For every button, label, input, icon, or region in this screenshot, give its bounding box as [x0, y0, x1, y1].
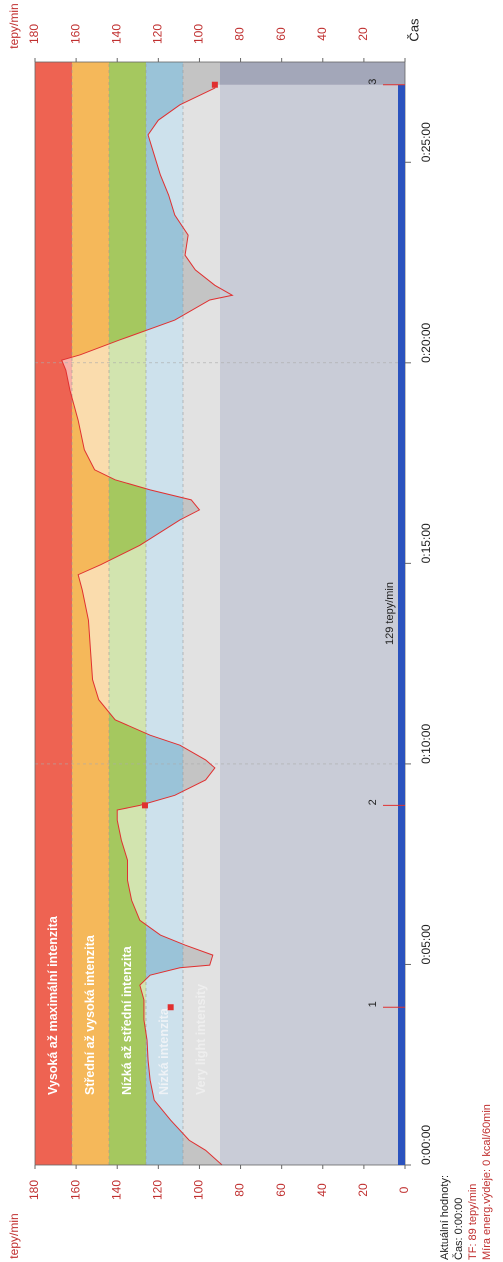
lap-label: 2: [367, 799, 379, 805]
lap-label: 3: [367, 79, 379, 85]
lap-label: 1: [367, 1001, 379, 1007]
y-tick-label: 40: [315, 27, 329, 41]
legend-text: TF: 89 tepy/min: [467, 1184, 479, 1260]
y-axis-label: tepy/min: [7, 3, 21, 48]
y-tick-label: 80: [233, 27, 247, 41]
area: [61, 84, 220, 1165]
x-tick-label: 0:20:00: [419, 322, 433, 362]
lap-marker: [211, 81, 218, 88]
y-tick-label: 140: [109, 24, 123, 44]
y-tick-label: 80: [233, 1183, 247, 1197]
y-tick-label: 60: [274, 1183, 288, 1197]
y-tick-label: 180: [27, 1180, 41, 1200]
time-bar: [398, 84, 405, 1165]
zone-name: Nízká až střední intenzita: [120, 945, 134, 1095]
y-axis-label: tepy/min: [7, 1213, 21, 1258]
zone-name: Střední až vysoká intenzita: [83, 934, 97, 1095]
hr-line: [61, 84, 234, 1166]
after-end-band: [220, 62, 405, 85]
average-label: 129 tepy/min: [384, 582, 396, 645]
zone-name: Vysoká až maximální intenzita: [46, 915, 60, 1095]
x-tick-label: 0:10:00: [419, 724, 433, 764]
y-tick-label: 180: [27, 24, 41, 44]
x-tick-label: 0:25:00: [419, 122, 433, 162]
y-tick-label: 160: [68, 1180, 82, 1200]
x-tick-label: 0:00:00: [419, 1125, 433, 1165]
below-zone-band: [220, 62, 405, 1165]
zone-name: Very light intensity: [194, 984, 208, 1095]
y-tick-label: 40: [315, 1183, 329, 1197]
zone-band: [35, 62, 72, 1165]
plot-group: Vysoká až maximální intenzita Střední až …: [7, 3, 493, 1260]
y-tick-label: 100: [192, 1180, 206, 1200]
y-tick-label: 100: [192, 24, 206, 44]
lap-marker: [167, 1004, 174, 1011]
zone-name: Nízká intenzita: [157, 1007, 171, 1095]
x-axis-label: Čas: [406, 18, 421, 42]
x-tick-label: 0:15:00: [419, 523, 433, 563]
y-tick-label: 20: [356, 27, 370, 41]
y-tick-label: 60: [274, 27, 288, 41]
y-tick-label: 160: [68, 24, 82, 44]
legend-text: Čas: 0:00:00: [452, 1198, 465, 1260]
y-tick-label: 20: [356, 1183, 370, 1197]
y-tick-label: 0: [397, 1186, 411, 1193]
y-tick-label: 120: [151, 1180, 165, 1200]
y-tick-label: 140: [109, 1180, 123, 1200]
x-tick-label: 0:05:00: [419, 924, 433, 964]
legend-text: Aktuální hodnoty:: [439, 1175, 451, 1260]
legend-text: Míra energ.výdeje: 0 kcal/60min: [481, 1104, 493, 1260]
lap-marker: [141, 802, 148, 809]
y-tick-label: 120: [151, 24, 165, 44]
